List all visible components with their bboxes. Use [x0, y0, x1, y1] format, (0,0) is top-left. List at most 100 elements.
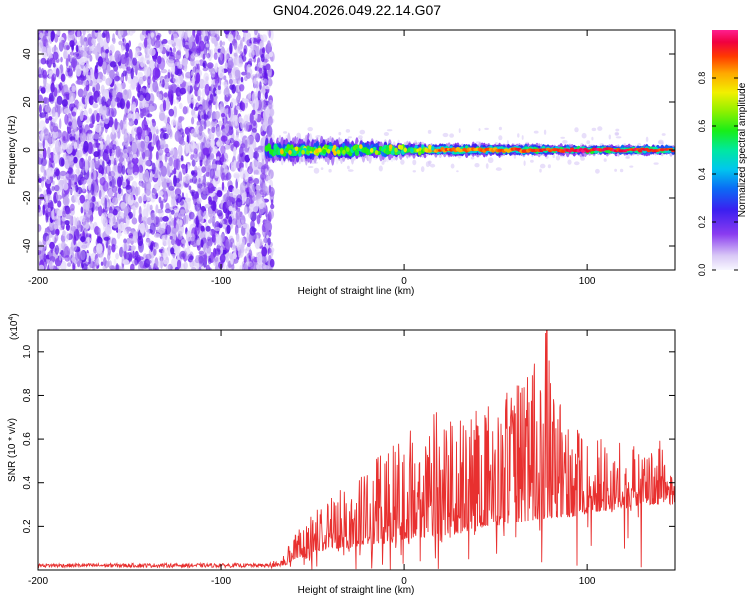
spectrogram-ytick-label: 20	[22, 96, 33, 108]
spectrogram-noise-blob	[239, 182, 246, 194]
spectrogram-noise-blob	[156, 209, 164, 214]
spectrogram-noise-blob	[53, 220, 59, 230]
spectrogram-noise-blob	[166, 44, 170, 52]
spectrogram-noise-blob	[150, 257, 154, 269]
spectrogram-faint-point	[487, 157, 494, 164]
spectrogram-faint-point	[338, 131, 342, 136]
spectrogram-noise-blob	[139, 56, 146, 68]
spectrogram-noise-blob	[240, 214, 246, 226]
spectrogram-noise-blob	[93, 169, 97, 181]
spectrogram-noise-blob	[252, 196, 258, 201]
spectrogram-noise-blob	[156, 139, 161, 151]
spectrogram-noise-blob	[205, 225, 211, 232]
spectrogram-faint-point	[386, 129, 393, 132]
spectrogram-noise-blob	[98, 189, 102, 200]
spectrogram-noise-blob	[196, 261, 200, 270]
spectrogram-noise-blob	[180, 140, 186, 146]
spectrogram-noise-blob	[198, 266, 202, 270]
spectrogram-noise-blob	[76, 216, 80, 226]
signal-track-point	[417, 150, 422, 156]
spectrogram-noise-blob	[163, 92, 168, 98]
spectrogram-noise-blob	[80, 236, 86, 243]
spectrogram-noise-blob	[214, 208, 219, 214]
spectrogram-noise-blob	[233, 146, 237, 157]
spectrogram-noise-blob	[48, 136, 52, 147]
spectrogram-noise-blob	[234, 115, 239, 127]
spectrogram-noise-blob	[43, 169, 47, 181]
signal-track-point	[288, 150, 292, 155]
spectrogram-noise-blob	[215, 187, 218, 194]
spectrogram-noise-blob	[68, 121, 72, 126]
spectrogram-noise-blob	[94, 30, 99, 33]
spectrogram-noise-blob	[109, 61, 117, 68]
spectrogram-faint-point	[320, 167, 324, 171]
spectrogram-noise-blob	[88, 255, 91, 265]
spectrogram-noise-blob	[185, 50, 189, 59]
spectrogram-noise-blob	[184, 201, 190, 214]
spectrogram-noise-blob	[202, 53, 206, 60]
spectrogram-noise-blob	[96, 258, 100, 266]
spectrogram-faint-point	[428, 160, 431, 167]
spectrogram-noise-blob	[144, 66, 151, 77]
spectrogram-noise-blob	[84, 97, 88, 109]
spectrogram-noise-blob	[160, 68, 168, 74]
spectrogram-noise-blob	[223, 30, 230, 35]
spectrogram-noise-blob	[260, 53, 265, 63]
signal-track-point	[388, 144, 393, 150]
spectrogram-noise-blob	[128, 211, 134, 219]
signal-track-point	[394, 147, 398, 153]
spectrogram-noise-blob	[195, 74, 199, 86]
spectrogram-noise-blob	[83, 81, 89, 86]
spectrogram-noise-blob	[55, 132, 62, 138]
spectrogram-noise-blob	[88, 192, 92, 201]
spectrogram-faint-point	[381, 161, 385, 165]
spectrogram-noise-blob	[194, 153, 198, 162]
spectrogram-noise-blob	[182, 176, 186, 182]
spectrogram-noise-blob	[203, 72, 210, 84]
spectrogram-noise-blob	[216, 30, 220, 38]
spectrogram-noise-blob	[64, 231, 70, 242]
spectrogram-noise-blob	[233, 52, 237, 57]
spectrogram-noise-blob	[220, 52, 223, 61]
spectrogram-noise-blob	[63, 84, 69, 94]
spectrogram-noise-blob	[114, 50, 122, 63]
spectrogram-noise-blob	[105, 77, 112, 86]
spectrogram-noise-blob	[154, 242, 159, 250]
spectrogram-noise-blob	[171, 257, 178, 268]
spectrogram-noise-blob	[267, 247, 272, 254]
spectrogram-noise-blob	[117, 162, 123, 174]
colorbar-gradient	[712, 30, 738, 270]
spectrogram-noise-blob	[173, 193, 179, 200]
spectrogram-noise-blob	[185, 82, 191, 94]
spectrogram-faint-point	[307, 127, 314, 132]
spectrogram-noise-blob	[115, 263, 119, 270]
spectrogram-faint-point	[595, 168, 600, 174]
spectrogram-noise-blob	[185, 71, 192, 79]
spectrogram-noise-blob	[115, 221, 118, 228]
spectrogram-noise-blob	[98, 205, 103, 217]
spectrogram-noise-blob	[83, 66, 86, 77]
spectrogram-faint-point	[345, 129, 351, 133]
spectrogram-noise-blob	[57, 200, 62, 208]
spectrogram-noise-blob	[114, 118, 118, 131]
spectrogram-faint-point	[661, 133, 666, 136]
spectrogram-noise-blob	[228, 252, 234, 260]
spectrogram-noise-blob	[152, 133, 157, 146]
spectrogram-noise-blob	[229, 192, 233, 197]
spectrogram-noise-blob	[260, 34, 268, 43]
spectrogram-noise-blob	[244, 154, 251, 163]
spectrogram-faint-point	[543, 129, 547, 135]
spectrogram-noise-blob	[39, 193, 45, 201]
spectrogram-noise-blob	[38, 66, 42, 79]
spectrogram-noise-blob	[38, 94, 44, 103]
spectrogram-noise-blob	[174, 130, 181, 142]
spectrogram-noise-blob	[44, 111, 49, 120]
spectrogram-noise-blob	[223, 116, 227, 127]
spectrogram-noise-blob	[109, 55, 115, 62]
spectrogram-noise-blob	[170, 209, 175, 215]
spectrogram-noise-blob	[38, 120, 46, 131]
spectrogram-noise-blob	[42, 86, 46, 91]
spectrogram-ylabel: Frequency (Hz)	[7, 116, 18, 185]
spectrogram-noise-blob	[244, 32, 249, 45]
spectrogram-noise-blob	[106, 63, 111, 74]
